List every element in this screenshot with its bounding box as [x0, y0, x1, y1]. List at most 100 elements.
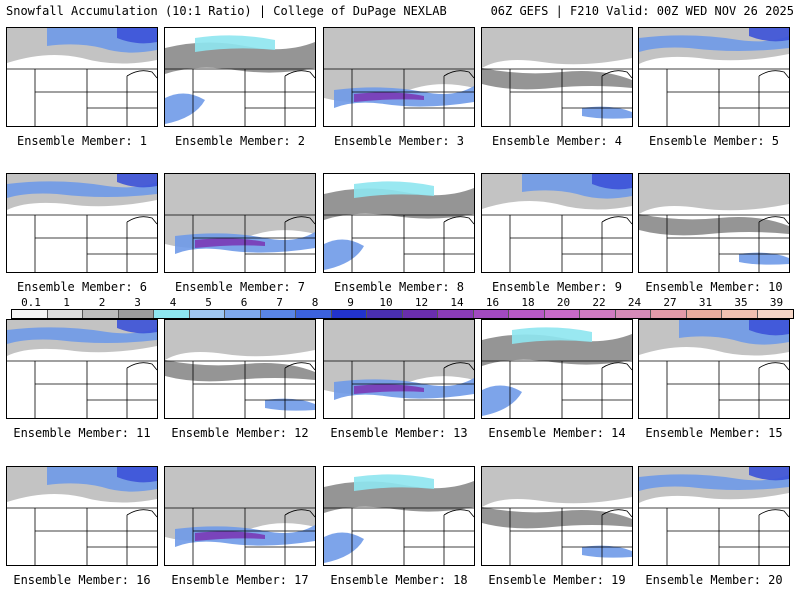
snowfall-map — [7, 320, 157, 418]
snowfall-shading — [117, 467, 157, 483]
snowfall-map — [324, 28, 474, 126]
state-border — [443, 362, 474, 371]
snowfall-shading — [739, 252, 789, 265]
colorbar-label: 3 — [134, 296, 141, 309]
snowfall-shading — [7, 327, 157, 344]
ensemble-member-label: Ensemble Member: 9 — [491, 280, 623, 294]
ensemble-member-map — [481, 466, 633, 566]
snowfall-map — [639, 28, 789, 126]
state-border — [126, 70, 157, 79]
ensemble-member-label: Ensemble Member: 14 — [488, 426, 626, 440]
ensemble-member-map — [164, 466, 316, 566]
colorbar-cell — [438, 310, 474, 318]
colorbar-label: 20 — [556, 296, 571, 309]
colorbar-cell — [509, 310, 545, 318]
colorbar-cell — [331, 310, 367, 318]
ensemble-member-map — [164, 27, 316, 127]
state-border — [758, 509, 789, 518]
snowfall-shading — [512, 327, 592, 344]
state-border — [284, 509, 315, 518]
snowfall-shading — [165, 174, 315, 249]
snowfall-shading — [749, 28, 789, 42]
ensemble-member-label: Ensemble Member: 17 — [171, 573, 309, 587]
ensemble-member-label: Ensemble Member: 18 — [330, 573, 468, 587]
snowfall-map — [324, 181, 474, 272]
colorbar-label: 4 — [169, 296, 177, 309]
ensemble-member-label: Ensemble Member: 2 — [174, 134, 306, 148]
colorbar-cell — [189, 310, 225, 318]
ensemble-member-map — [323, 466, 475, 566]
colorbar-label: 31 — [698, 296, 713, 309]
colorbar-label: 24 — [627, 296, 642, 309]
snowfall-shading — [324, 532, 364, 563]
snowfall-shading — [639, 214, 789, 236]
ensemble-member-map — [164, 173, 316, 273]
ensemble-member-map — [638, 319, 790, 419]
colorbar-cell — [12, 310, 48, 318]
colorbar-cell — [580, 310, 616, 318]
snowfall-shading — [117, 28, 157, 44]
colorbar-label: 8 — [311, 296, 319, 309]
colorbar-label: 27 — [663, 296, 677, 309]
colorbar-cell — [757, 310, 793, 318]
state-border — [443, 509, 474, 518]
ensemble-member-map — [6, 173, 158, 273]
state-border — [443, 216, 474, 225]
ensemble-member-map — [6, 27, 158, 127]
colorbar-strip — [11, 309, 794, 319]
colorbar-cell — [296, 310, 332, 318]
colorbar-cell — [615, 310, 651, 318]
state-border — [284, 70, 315, 79]
snowfall-map — [639, 467, 789, 565]
snowfall-shading — [117, 320, 157, 334]
ensemble-member-map — [638, 27, 790, 127]
state-border — [601, 509, 632, 518]
ensemble-member-label: Ensemble Member: 12 — [171, 426, 309, 440]
colorbar-cell — [47, 310, 83, 318]
ensemble-member-label: Ensemble Member: 6 — [16, 280, 148, 294]
snowfall-shading — [265, 398, 315, 411]
snowfall-map — [482, 327, 632, 418]
snowfall-shading — [324, 239, 364, 270]
state-border — [126, 216, 157, 225]
state-border — [601, 70, 632, 79]
snowfall-shading — [165, 467, 315, 542]
ensemble-member-label: Ensemble Member: 11 — [13, 426, 151, 440]
snowfall-map — [482, 467, 632, 565]
colorbar-label: 9 — [347, 296, 354, 309]
colorbar-cell — [722, 310, 758, 318]
colorbar-cell — [225, 310, 261, 318]
snowfall-map — [324, 474, 474, 565]
ensemble-member-label: Ensemble Member: 16 — [13, 573, 151, 587]
colorbar-label: 22 — [592, 296, 606, 309]
colorbar-label: 2 — [98, 296, 106, 309]
colorbar-label: 18 — [521, 296, 535, 309]
snowfall-shading — [324, 28, 474, 103]
snowfall-shading — [639, 174, 789, 214]
snowfall-shading — [482, 385, 522, 416]
snowfall-map — [7, 174, 157, 272]
snowfall-shading — [639, 474, 789, 491]
colorbar-label: 16 — [485, 296, 500, 309]
ensemble-member-label: Ensemble Member: 13 — [330, 426, 468, 440]
snowfall-shading — [7, 181, 157, 198]
snowfall-map — [165, 467, 315, 565]
snowfall-map — [324, 320, 474, 418]
snowfall-shading — [195, 35, 275, 52]
colorbar-cell — [260, 310, 296, 318]
snowfall-map — [165, 35, 315, 126]
model-valid-time: 06Z GEFS | F210 Valid: 00Z WED NOV 26 20… — [490, 4, 794, 18]
snowfall-map — [165, 174, 315, 272]
snowfall-shading — [482, 507, 632, 529]
snowfall-shading — [354, 92, 424, 102]
snowfall-map — [165, 320, 315, 418]
colorbar-cell — [544, 310, 580, 318]
ensemble-member-map — [164, 319, 316, 419]
colorbar-label: 1 — [63, 296, 70, 309]
colorbar-label: 7 — [276, 296, 283, 309]
snowfall-shading — [482, 68, 632, 90]
snowfall-shading — [582, 106, 632, 119]
snowfall-shading — [354, 384, 424, 394]
snowfall-shading — [195, 238, 265, 248]
ensemble-member-map — [6, 466, 158, 566]
